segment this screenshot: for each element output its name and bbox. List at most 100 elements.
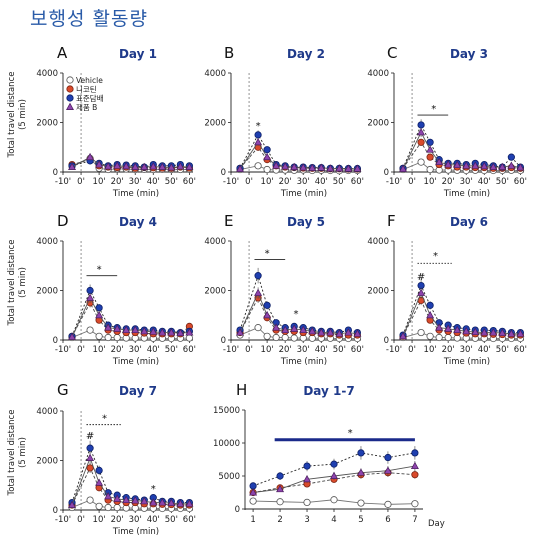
data-point xyxy=(185,328,194,336)
panel-g: G Day 7 0 2000 4000 -10' 0' 10' 20' 30' 40' 50' 60' T… xyxy=(7,381,196,537)
data-point xyxy=(384,500,392,508)
data-point xyxy=(86,326,94,334)
data-point xyxy=(330,460,338,468)
y-tick-label: 0 xyxy=(235,505,240,515)
data-point xyxy=(417,158,425,166)
x-tick-label: 40' xyxy=(315,177,328,187)
series-0 xyxy=(249,496,419,508)
data-point xyxy=(317,328,326,336)
data-point xyxy=(299,325,308,334)
data-point xyxy=(254,272,262,280)
data-point xyxy=(299,163,308,171)
data-point xyxy=(276,472,284,480)
x-tick-label: 20' xyxy=(111,177,124,187)
data-point xyxy=(113,333,121,342)
x-tick-label: 3 xyxy=(304,515,309,525)
x-tick-label: 40' xyxy=(147,515,160,525)
legend-label: 표준담배 xyxy=(76,93,104,103)
data-point xyxy=(86,496,94,504)
data-point xyxy=(507,161,516,169)
y-tick-label: 15000 xyxy=(213,406,240,416)
x-tick-label: 30' xyxy=(460,345,473,355)
x-tick-label: 0' xyxy=(408,177,416,187)
series-3 xyxy=(249,460,419,496)
x-tick-label: 10' xyxy=(424,177,437,187)
x-tick-label: -10' xyxy=(223,345,239,355)
x-tick-label: 0' xyxy=(77,177,85,187)
data-point xyxy=(276,484,285,493)
significance-mark: # xyxy=(417,272,425,283)
y-tick-label: 0 xyxy=(384,336,389,346)
y-axis-label: (5 min) xyxy=(18,99,28,130)
legend-label: Vehicle xyxy=(76,76,103,85)
data-point xyxy=(95,160,104,168)
y-tick-label: 0 xyxy=(221,336,226,346)
series-3 xyxy=(399,127,525,172)
y-axis-label: Total travel distance xyxy=(7,410,17,497)
data-point xyxy=(122,495,131,504)
data-point xyxy=(330,471,338,479)
panel-letter: A xyxy=(57,44,68,62)
data-point xyxy=(357,449,365,457)
x-tick-label: 60' xyxy=(351,345,364,355)
data-point xyxy=(86,152,95,161)
x-tick-label: 10' xyxy=(424,345,437,355)
data-point xyxy=(86,293,95,301)
data-point xyxy=(263,152,272,161)
panel-day-title: Day 3 xyxy=(450,47,488,61)
data-point xyxy=(122,325,131,334)
data-point xyxy=(516,163,525,171)
data-point xyxy=(516,329,525,337)
y-tick-label: 4000 xyxy=(204,237,226,247)
data-point xyxy=(435,323,444,331)
data-point xyxy=(326,328,335,336)
panel-b: B Day 2 0 2000 4000 -10' 0' 10' 20' 30' 40' 50' 60' T… xyxy=(204,44,364,199)
data-point xyxy=(249,482,257,490)
data-point xyxy=(68,332,77,340)
data-point xyxy=(158,498,167,506)
x-tick-label: 30' xyxy=(129,345,142,355)
data-point xyxy=(276,498,284,506)
data-point xyxy=(131,162,140,170)
significance-mark: * xyxy=(265,248,270,259)
x-axis-label: Time (min) xyxy=(280,357,327,367)
panel-letter: F xyxy=(387,212,396,230)
data-point xyxy=(498,328,507,337)
x-axis-label: Time (min) xyxy=(112,189,159,199)
data-point xyxy=(272,161,281,169)
y-axis-label: (5 min) xyxy=(18,437,28,468)
significance-mark: # xyxy=(86,431,94,442)
data-point xyxy=(383,466,392,474)
data-point xyxy=(149,498,158,506)
data-point xyxy=(290,162,299,170)
series-3 xyxy=(236,137,362,172)
y-tick-label: 2000 xyxy=(204,287,226,297)
x-tick-label: 4 xyxy=(331,515,336,525)
y-tick-label: 2000 xyxy=(36,119,58,129)
significance-mark: * xyxy=(348,428,353,439)
panel-day-title: Day 7 xyxy=(119,384,157,398)
x-tick-label: -10' xyxy=(55,177,71,187)
x-tick-label: 0' xyxy=(245,345,253,355)
data-point xyxy=(462,327,471,335)
data-point xyxy=(185,162,194,170)
x-tick-label: 40' xyxy=(315,345,328,355)
data-point xyxy=(417,138,425,146)
data-point xyxy=(236,328,245,336)
data-point xyxy=(249,497,257,505)
data-point xyxy=(411,449,419,457)
significance-mark: * xyxy=(431,104,436,115)
data-point xyxy=(95,332,103,340)
panel-day-title: Day 2 xyxy=(287,47,325,61)
panel-letter: B xyxy=(224,44,234,62)
data-point xyxy=(158,162,167,170)
data-point xyxy=(104,323,113,331)
data-point xyxy=(104,492,113,500)
data-point xyxy=(426,310,435,319)
data-point xyxy=(254,137,263,146)
data-point xyxy=(95,310,104,319)
x-tick-label: -10' xyxy=(386,177,402,187)
x-tick-label: 60' xyxy=(183,177,196,187)
data-point xyxy=(176,162,185,170)
y-tick-label: 0 xyxy=(53,336,58,346)
